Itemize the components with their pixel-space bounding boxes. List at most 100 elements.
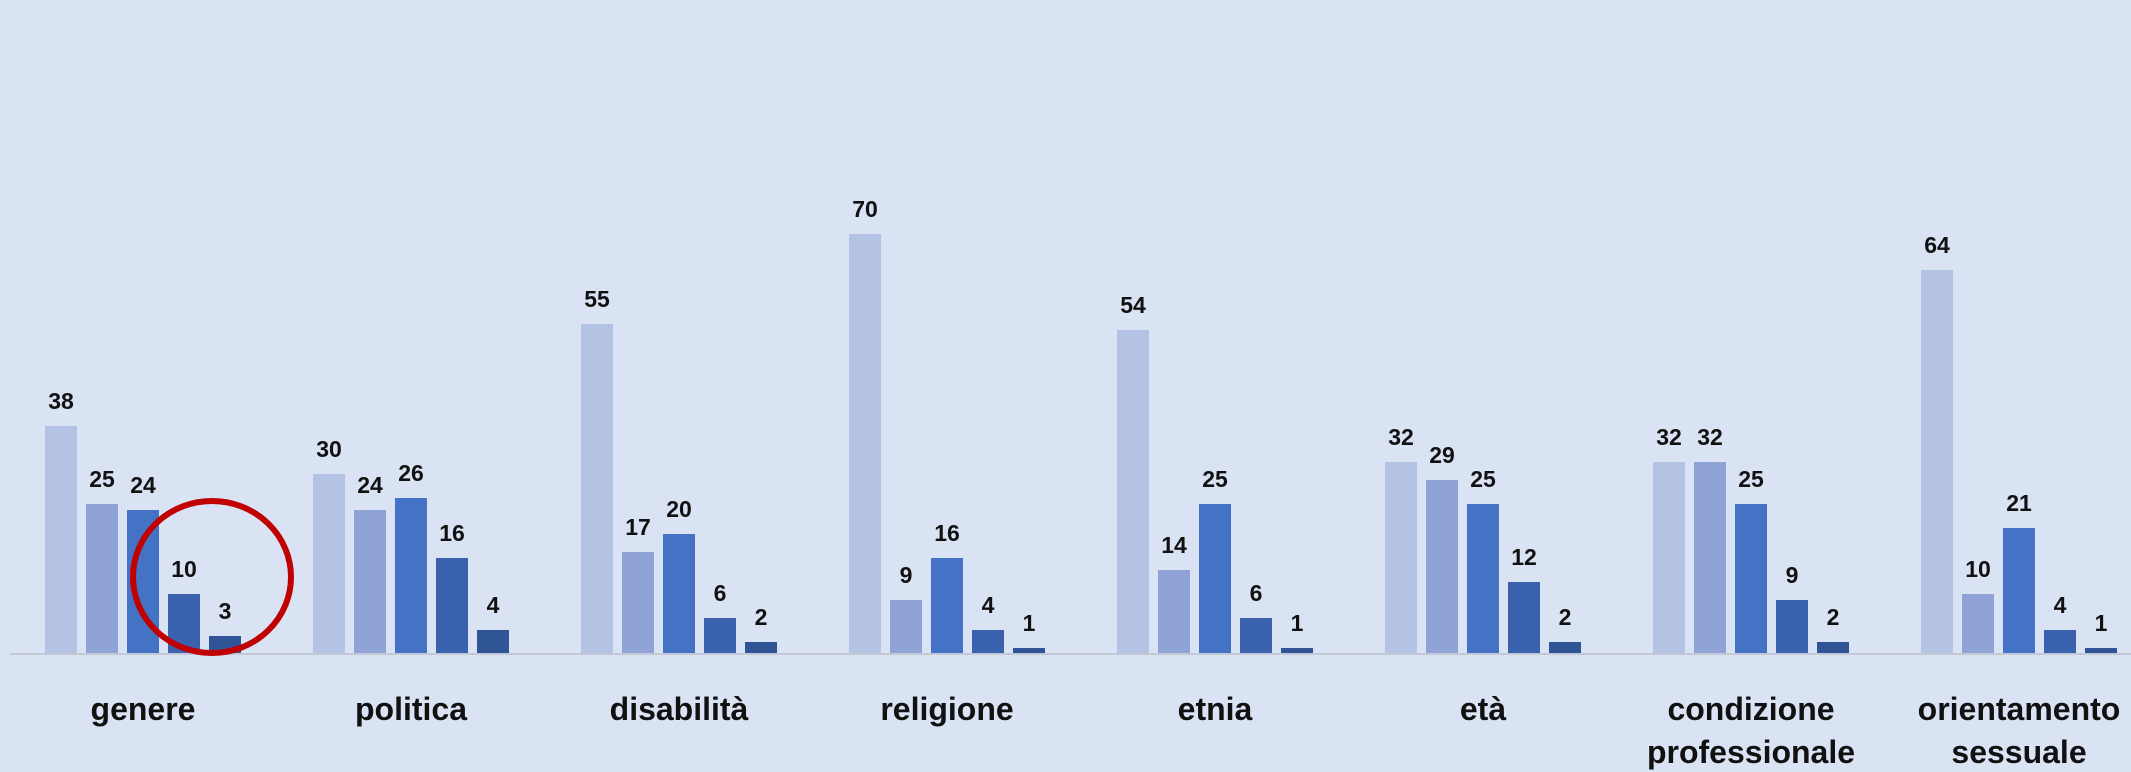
bar-politica-series-4 [436,558,468,654]
value-label-politica-series-4: 16 [439,520,465,546]
value-label-politica-series-5: 4 [487,592,500,618]
value-label-genere-series-1: 38 [48,388,74,414]
bar-condizione-professionale-series-5 [1817,642,1849,654]
bar-condizione-professionale-series-2 [1694,462,1726,654]
category-label-genere: genere [91,691,196,727]
category-label-eta: età [1460,691,1506,727]
category-label-line: etnia [1178,691,1253,727]
category-label-line: età [1460,691,1506,727]
highlight-circle-annotation [130,498,294,656]
value-label-politica-series-1: 30 [316,436,342,462]
bar-eta-series-4 [1508,582,1540,654]
bar-religione-series-4 [972,630,1004,654]
category-label-condizione-professionale: condizione professionale [1647,691,1855,770]
value-label-orientamento-sessuale-series-1: 64 [1924,232,1950,258]
bar-disabilita-series-1 [581,324,613,654]
value-label-politica-series-2: 24 [357,472,383,498]
bar-religione-series-5 [1013,648,1045,654]
category-label-disabilita: disabilità [610,691,749,727]
bar-politica-series-5 [477,630,509,654]
value-label-religione-series-3: 16 [934,520,960,546]
bar-eta-series-5 [1549,642,1581,654]
value-label-religione-series-1: 70 [852,196,878,222]
value-label-genere-series-3: 24 [130,472,156,498]
value-label-politica-series-3: 26 [398,460,424,486]
bar-etnia-series-4 [1240,618,1272,654]
category-label-line: orientamento [1918,691,2121,727]
bar-disabilita-series-4 [704,618,736,654]
value-label-orientamento-sessuale-series-3: 21 [2006,490,2032,516]
category-labels-layer: genere politica disabilità religione etnia et… [91,691,2121,770]
bar-disabilita-series-5 [745,642,777,654]
bar-religione-series-1 [849,234,881,654]
bar-orientamento-sessuale-series-3 [2003,528,2035,654]
bar-condizione-professionale-series-4 [1776,600,1808,654]
bar-orientamento-sessuale-series-2 [1962,594,1994,654]
value-label-genere-series-5: 3 [219,598,232,624]
value-label-orientamento-sessuale-series-4: 4 [2054,592,2067,618]
bar-orientamento-sessuale-series-4 [2044,630,2076,654]
value-label-etnia-series-5: 1 [1291,610,1304,636]
bar-religione-series-2 [890,600,922,654]
value-label-orientamento-sessuale-series-5: 1 [2095,610,2108,636]
bar-condizione-professionale-series-1 [1653,462,1685,654]
value-label-religione-series-5: 1 [1023,610,1036,636]
value-label-eta-series-5: 2 [1559,604,1572,630]
bar-disabilita-series-2 [622,552,654,654]
value-label-condizione-professionale-series-5: 2 [1827,604,1840,630]
value-label-eta-series-3: 25 [1470,466,1496,492]
value-label-genere-series-4: 10 [171,556,197,582]
category-label-etnia: etnia [1178,691,1253,727]
value-label-disabilita-series-1: 55 [584,286,610,312]
bar-eta-series-1 [1385,462,1417,654]
category-label-line: condizione [1667,691,1834,727]
value-label-eta-series-1: 32 [1388,424,1414,450]
value-label-religione-series-2: 9 [900,562,913,588]
bar-religione-series-3 [931,558,963,654]
bar-condizione-professionale-series-3 [1735,504,1767,654]
value-label-disabilita-series-3: 20 [666,496,692,522]
value-label-etnia-series-2: 14 [1161,532,1187,558]
bar-etnia-series-5 [1281,648,1313,654]
value-label-eta-series-4: 12 [1511,544,1537,570]
bar-etnia-series-2 [1158,570,1190,654]
value-label-condizione-professionale-series-4: 9 [1786,562,1799,588]
category-label-line: professionale [1647,734,1855,770]
bar-genere-series-1 [45,426,77,654]
bars-layer [45,234,2117,654]
category-label-line: disabilità [610,691,749,727]
bar-eta-series-2 [1426,480,1458,654]
value-label-eta-series-2: 29 [1429,442,1455,468]
category-label-line: genere [91,691,196,727]
category-label-religione: religione [880,691,1013,727]
category-label-line: politica [355,691,467,727]
value-label-condizione-professionale-series-3: 25 [1738,466,1764,492]
bar-etnia-series-3 [1199,504,1231,654]
value-label-religione-series-4: 4 [982,592,995,618]
value-label-genere-series-2: 25 [89,466,115,492]
value-label-condizione-professionale-series-1: 32 [1656,424,1682,450]
bar-orientamento-sessuale-series-5 [2085,648,2117,654]
bar-orientamento-sessuale-series-1 [1921,270,1953,654]
bar-disabilita-series-3 [663,534,695,654]
value-label-orientamento-sessuale-series-2: 10 [1965,556,1991,582]
category-label-orientamento-sessuale: orientamento sessuale [1918,691,2121,770]
value-label-disabilita-series-4: 6 [714,580,727,606]
bar-etnia-series-1 [1117,330,1149,654]
category-label-line: sessuale [1951,734,2086,770]
category-label-politica: politica [355,691,467,727]
value-label-disabilita-series-5: 2 [755,604,768,630]
bar-politica-series-3 [395,498,427,654]
bar-genere-series-2 [86,504,118,654]
bar-politica-series-1 [313,474,345,654]
value-label-etnia-series-3: 25 [1202,466,1228,492]
bar-politica-series-2 [354,510,386,654]
value-label-disabilita-series-2: 17 [625,514,651,540]
bar-eta-series-3 [1467,504,1499,654]
category-label-line: religione [880,691,1013,727]
value-label-condizione-professionale-series-2: 32 [1697,424,1723,450]
value-label-etnia-series-1: 54 [1120,292,1146,318]
value-label-etnia-series-4: 6 [1250,580,1263,606]
